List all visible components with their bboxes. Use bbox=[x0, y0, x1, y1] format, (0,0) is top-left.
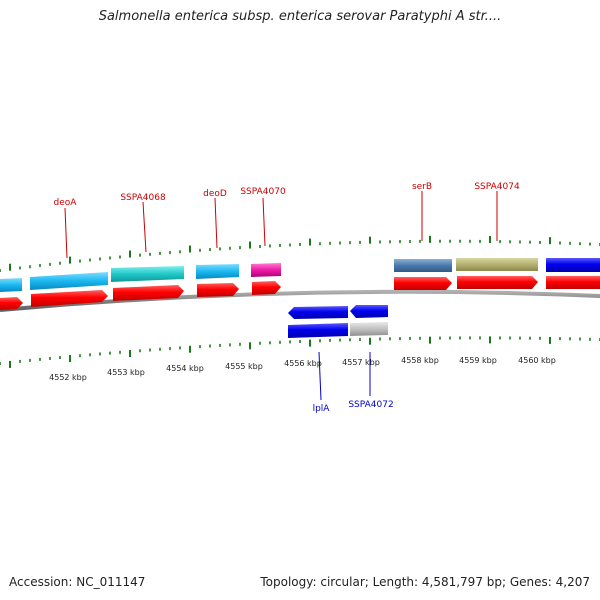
cog-feature bbox=[251, 263, 281, 277]
cog-feature bbox=[394, 259, 452, 272]
gene-label-lpla[interactable]: lplA bbox=[313, 404, 331, 414]
cds-row-forward bbox=[0, 276, 600, 310]
cds-arrow-forward bbox=[394, 277, 452, 290]
scale-label: 4558 kbp bbox=[401, 356, 439, 365]
cog-feature-row-reverse bbox=[288, 322, 388, 338]
gene-label-deoa[interactable]: deoA bbox=[54, 198, 78, 208]
cds-arrow-forward bbox=[197, 283, 239, 297]
cds-arrow-forward bbox=[252, 281, 281, 295]
cog-feature bbox=[30, 272, 108, 290]
scale-label: 4556 kbp bbox=[284, 359, 322, 368]
cds-row-reverse bbox=[288, 305, 388, 319]
gene-labels-reverse: lplA SSPA4072 bbox=[313, 351, 394, 414]
cog-feature bbox=[111, 266, 184, 282]
cds-arrow-reverse bbox=[288, 306, 348, 319]
cds-arrow-forward bbox=[113, 285, 184, 301]
scale-labels: 4552 kbp 4553 kbp 4554 kbp 4555 kbp 4556… bbox=[49, 356, 556, 382]
cog-feature bbox=[350, 322, 388, 336]
gene-label-serb[interactable]: serB bbox=[412, 182, 432, 192]
cds-arrow-forward bbox=[0, 297, 23, 310]
accession-label: Accession: NC_011147 bbox=[9, 575, 146, 589]
cog-feature bbox=[546, 258, 600, 272]
scale-label: 4554 kbp bbox=[166, 364, 204, 373]
cds-arrow-reverse bbox=[350, 305, 388, 318]
scale-label: 4555 kbp bbox=[225, 362, 263, 371]
gene-label-sspa4070[interactable]: SSPA4070 bbox=[240, 187, 286, 197]
cog-feature bbox=[196, 264, 239, 279]
gene-label-sspa4072[interactable]: SSPA4072 bbox=[348, 400, 393, 410]
gene-label-sspa4074[interactable]: SSPA4074 bbox=[474, 182, 520, 192]
gene-label-deod[interactable]: deoD bbox=[203, 189, 227, 199]
cog-feature bbox=[456, 258, 538, 271]
map-title: Salmonella enterica subsp. enterica sero… bbox=[98, 9, 502, 24]
scale-label: 4557 kbp bbox=[342, 358, 380, 367]
tick-row-upper bbox=[0, 235, 600, 272]
cds-arrow-forward bbox=[31, 290, 108, 307]
scale-label: 4553 kbp bbox=[107, 368, 145, 377]
cog-feature bbox=[288, 323, 348, 338]
cog-feature bbox=[0, 278, 22, 292]
cog-feature-row-forward bbox=[0, 258, 600, 292]
cds-arrow-forward bbox=[546, 276, 600, 289]
scale-label: 4559 kbp bbox=[459, 356, 497, 365]
scale-label: 4560 kbp bbox=[518, 356, 556, 365]
tick-row-lower bbox=[0, 336, 600, 368]
genome-summary: Topology: circular; Length: 4,581,797 bp… bbox=[260, 575, 590, 589]
gene-labels-forward: deoA SSPA4068 deoD SSPA4070 serB SSPA407… bbox=[54, 182, 520, 259]
cds-arrow-forward bbox=[457, 276, 538, 289]
scale-label: 4552 kbp bbox=[49, 373, 87, 382]
gene-label-sspa4068[interactable]: SSPA4068 bbox=[120, 193, 166, 203]
